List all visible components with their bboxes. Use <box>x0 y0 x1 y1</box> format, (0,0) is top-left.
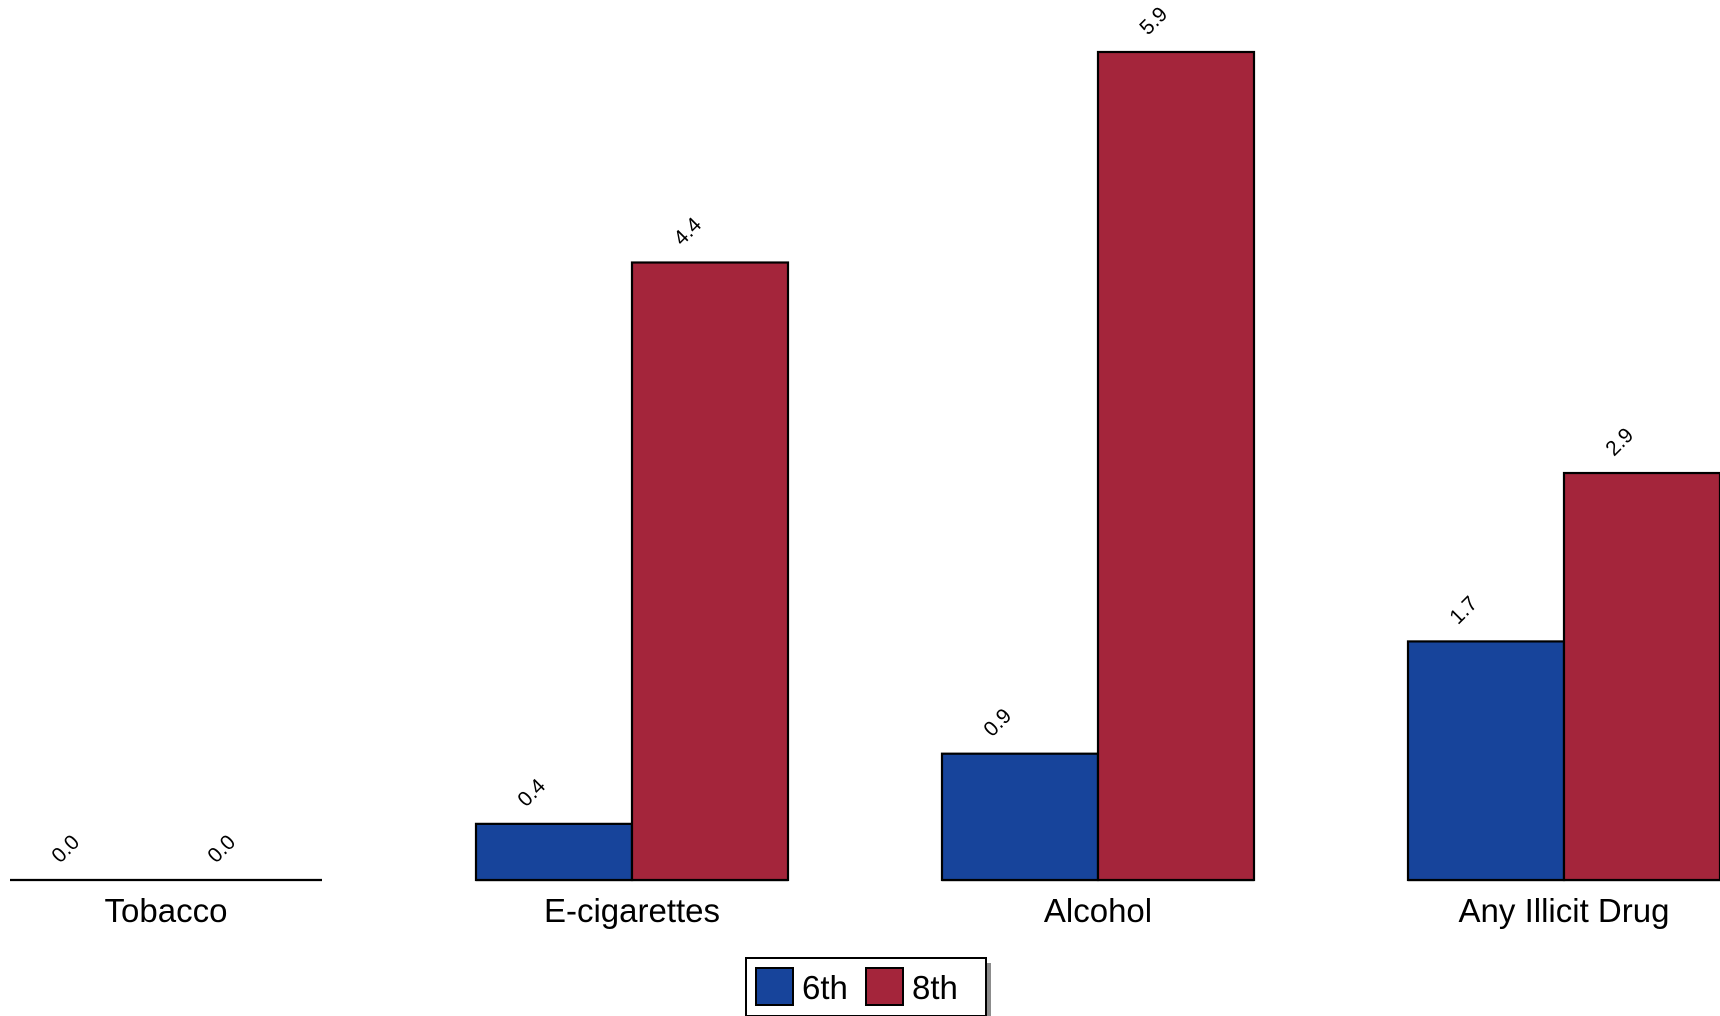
legend-label-6th: 6th <box>802 969 848 1006</box>
bar-alcohol-6th <box>940 752 1100 882</box>
legend-label-8th: 8th <box>912 969 958 1006</box>
category-label-tobacco: Tobacco <box>105 892 228 929</box>
category-label-e-cigarettes: E-cigarettes <box>544 892 720 929</box>
data-labels-layer: 0.0 0.0 0.4 4.4 0.9 5.9 1.7 2.9 <box>47 3 1638 868</box>
bar-any-illicit-drug-8th <box>1562 471 1720 882</box>
legend-swatch-8th <box>865 967 904 1006</box>
data-label-any-illicit-drug-6th: 1.7 <box>1445 592 1482 629</box>
bar-alcohol-8th <box>1096 50 1256 882</box>
bars-layer <box>10 50 1720 882</box>
category-labels-layer: Tobacco E-cigarettes Alcohol Any Illicit Dr… <box>105 892 1670 929</box>
bar-e-cigarettes-8th <box>630 261 790 882</box>
data-label-tobacco-8th: 0.0 <box>203 831 240 868</box>
data-label-alcohol-6th: 0.9 <box>979 704 1016 741</box>
bar-e-cigarettes-6th <box>474 822 634 882</box>
data-label-e-cigarettes-6th: 0.4 <box>513 774 550 811</box>
data-label-tobacco-6th: 0.0 <box>47 831 84 868</box>
data-label-alcohol-8th: 5.9 <box>1135 3 1172 40</box>
data-label-e-cigarettes-8th: 4.4 <box>669 213 706 250</box>
legend-swatch-6th <box>755 967 794 1006</box>
legend: 6th 8th <box>745 957 991 1016</box>
category-label-any-illicit-drug: Any Illicit Drug <box>1459 892 1670 929</box>
data-label-any-illicit-drug-8th: 2.9 <box>1601 424 1638 461</box>
bar-any-illicit-drug-6th <box>1406 640 1566 882</box>
category-label-alcohol: Alcohol <box>1044 892 1152 929</box>
